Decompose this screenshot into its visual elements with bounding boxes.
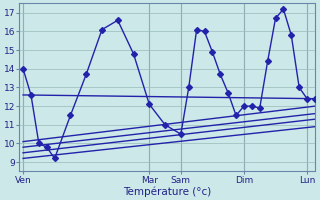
X-axis label: Température (°c): Température (°c): [123, 186, 211, 197]
